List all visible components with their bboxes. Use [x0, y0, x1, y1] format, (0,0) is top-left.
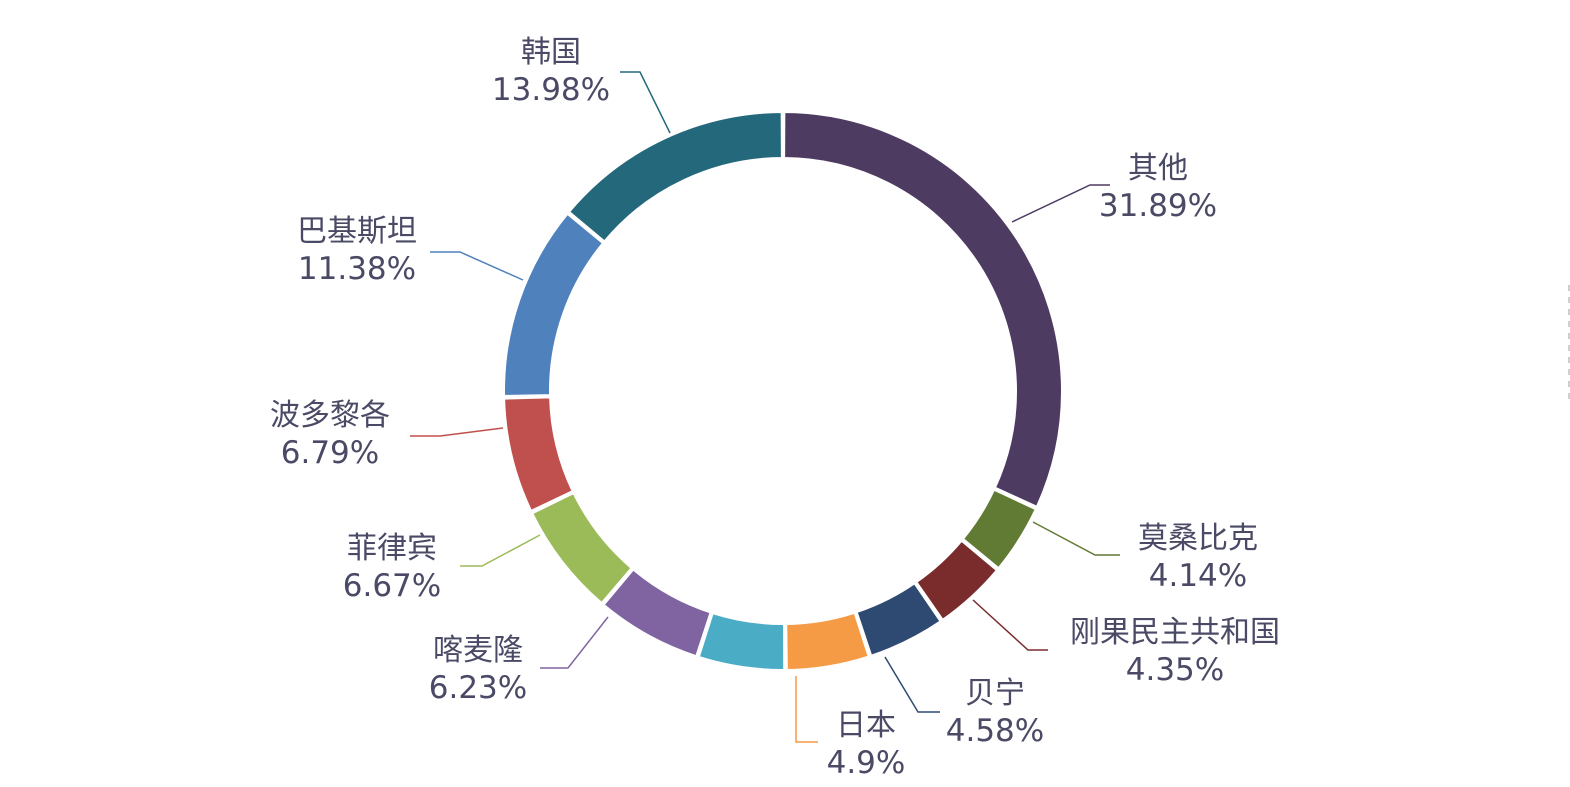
slice-label-name-3: 刚果民主共和国	[1070, 615, 1280, 650]
slice-6	[697, 611, 786, 671]
slice-2	[961, 488, 1038, 570]
slice-label-value-3: 4.35%	[1126, 652, 1224, 688]
slice-label-name-11: 韩国	[521, 35, 581, 70]
slice-11	[567, 110, 783, 243]
leader-line-11	[620, 71, 671, 134]
slice-1	[783, 110, 1063, 509]
leader-line-9	[410, 427, 504, 437]
slice-7	[602, 568, 712, 658]
slice-label-name-7: 喀麦隆	[433, 633, 523, 668]
leader-line-10	[430, 251, 524, 281]
leader-line-7	[540, 616, 609, 669]
slice-label-value-11: 13.98%	[492, 72, 610, 108]
slice-label-name-9: 波多黎各	[270, 398, 390, 433]
leader-line-8	[460, 534, 541, 567]
slice-4	[855, 581, 942, 657]
slice-9	[503, 396, 574, 513]
edge-divider	[1568, 285, 1570, 405]
slice-label-name-10: 巴基斯坦	[297, 214, 417, 249]
slice-10	[503, 212, 605, 397]
chart-leader-lines	[410, 71, 1120, 743]
slice-label-value-7: 6.23%	[429, 670, 527, 706]
slice-label-value-9: 6.79%	[281, 435, 379, 471]
slice-label-name-4: 贝宁	[965, 676, 1025, 711]
slice-label-value-2: 4.14%	[1149, 558, 1247, 594]
leader-line-3	[972, 599, 1048, 651]
slice-label-name-8: 菲律宾	[347, 531, 437, 566]
leader-line-1	[1011, 184, 1110, 223]
slice-label-name-1: 其他	[1128, 151, 1188, 186]
leader-line-2	[1032, 521, 1120, 556]
slice-label-value-10: 11.38%	[298, 251, 416, 287]
slice-label-name-2: 莫桑比克	[1138, 521, 1258, 556]
slice-label-value-4: 4.58%	[946, 713, 1044, 749]
leader-line-4	[884, 656, 940, 713]
slice-label-value-8: 6.67%	[343, 568, 441, 604]
chart-slices	[503, 110, 1063, 671]
slice-8	[530, 491, 633, 605]
slice-label-value-1: 31.89%	[1099, 188, 1217, 224]
slice-label-name-5: 日本	[836, 708, 896, 743]
leader-line-5	[795, 676, 818, 743]
slice-3	[914, 539, 999, 622]
slice-label-value-5: 4.9%	[827, 745, 906, 781]
slice-5	[785, 611, 870, 671]
